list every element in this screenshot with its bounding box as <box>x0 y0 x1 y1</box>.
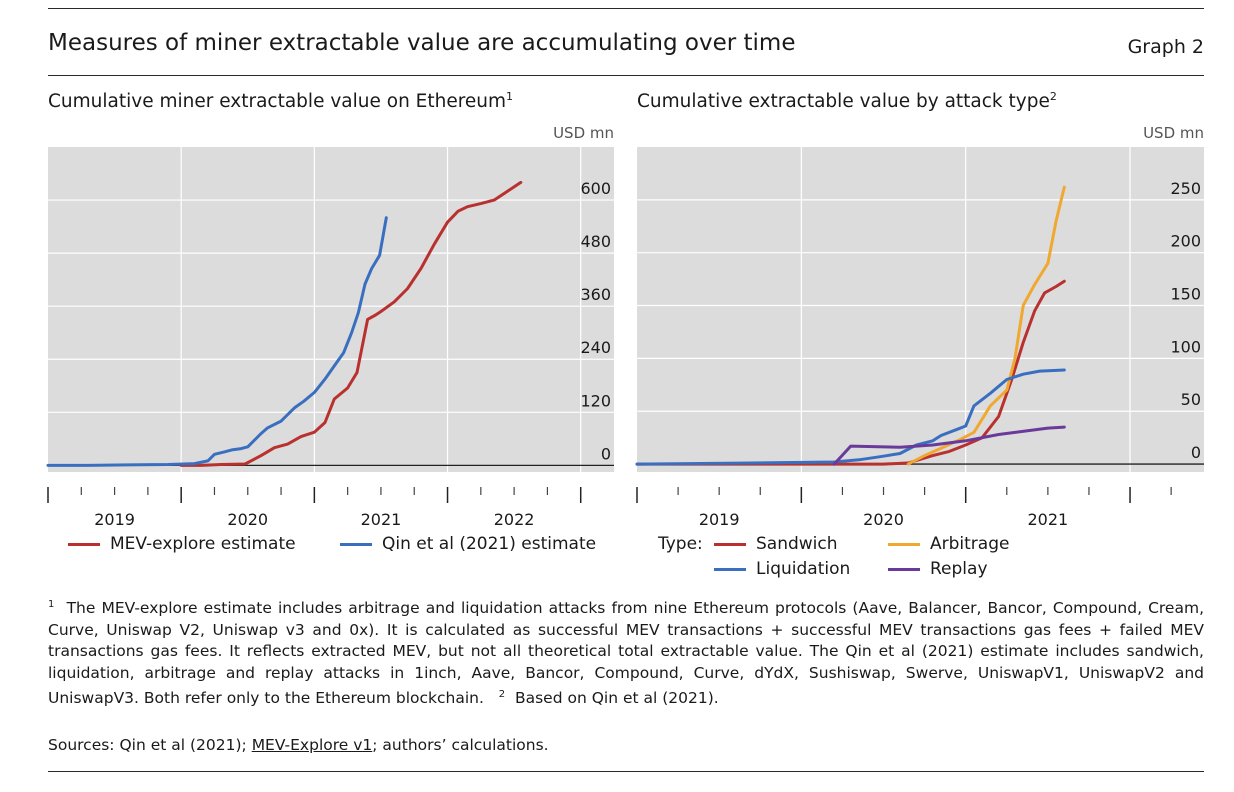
graph-title: Measures of miner extractable value are … <box>48 30 796 56</box>
y-tick-label: 480 <box>580 232 611 251</box>
footnote-text-2: Based on Qin et al (2021). <box>514 689 719 708</box>
graph-number: Graph 2 <box>1127 36 1204 58</box>
legend-swatch <box>340 542 372 546</box>
legend-swatch <box>888 567 920 571</box>
left-chart: USD mn 0 120 240 360 480 600 2019 2020 2021 2022 <box>46 124 614 529</box>
right-panel-footnote-ref: 2 <box>1049 90 1057 103</box>
x-tick-label: 2019 <box>699 510 740 529</box>
right-panel-title-text: Cumulative extractable value by attack t… <box>637 91 1050 113</box>
legend-qin: Qin et al (2021) estimate <box>340 534 596 554</box>
legend-liquidation: Liquidation <box>714 559 850 579</box>
legend-sandwich: Sandwich <box>714 534 838 554</box>
plot-background <box>637 147 1204 472</box>
bottom-rule <box>48 771 1204 772</box>
series-line-qin-et-al-2021-estimate <box>46 216 388 467</box>
sources-link[interactable]: MEV-Explore v1 <box>251 736 373 754</box>
legend-label: Liquidation <box>756 559 851 579</box>
plot-background <box>48 147 614 472</box>
y-axis-unit-label: USD mn <box>553 124 614 142</box>
right-panel-title: Cumulative extractable value by attack t… <box>637 90 1057 112</box>
sources-line: Sources: Qin et al (2021); MEV-Explore v… <box>48 736 549 754</box>
legend-label: MEV-explore estimate <box>110 534 296 554</box>
top-rule <box>48 8 1204 9</box>
y-tick-label: 250 <box>1170 179 1201 198</box>
x-tick-label: 2022 <box>494 510 535 529</box>
sources-prefix: Sources: Qin et al (2021); <box>48 736 252 754</box>
footnote-text-1: The MEV-explore estimate includes arbitr… <box>48 599 1204 708</box>
legend-swatch <box>68 542 100 546</box>
y-tick-label: 0 <box>1191 443 1201 462</box>
legend-mev-explore: MEV-explore estimate <box>68 534 296 554</box>
sources-suffix: ; authors’ calculations. <box>372 736 549 754</box>
legend-swatch <box>888 542 920 546</box>
legend-swatch <box>714 567 746 571</box>
y-tick-label: 0 <box>601 444 611 463</box>
y-tick-label: 50 <box>1181 390 1201 409</box>
right-chart: USD mn 0 50 100 150 200 250 2019 2020 2021 <box>635 124 1204 529</box>
y-tick-label: 240 <box>580 338 611 357</box>
y-tick-label: 200 <box>1170 232 1201 251</box>
left-panel-footnote-ref: 1 <box>506 90 514 103</box>
left-panel-title-text: Cumulative miner extractable value on Et… <box>48 91 507 113</box>
y-tick-label: 150 <box>1170 285 1201 304</box>
footnote-marker-1: 1 <box>48 599 55 610</box>
left-panel-title: Cumulative miner extractable value on Et… <box>48 90 513 112</box>
y-axis-unit-label: USD mn <box>1143 124 1204 142</box>
legend-swatch <box>714 542 746 546</box>
series-line-mev-explore-estimate <box>179 180 523 467</box>
legend-label: Arbitrage <box>930 534 1010 554</box>
title-rule <box>48 75 1204 76</box>
x-tick-label: 2019 <box>94 510 135 529</box>
footnote-marker-2: 2 <box>498 689 506 701</box>
series-line-arbitrage <box>906 185 1066 466</box>
legend-label: Replay <box>930 559 988 579</box>
legend-replay: Replay <box>888 559 988 579</box>
x-tick-label: 2021 <box>1028 510 1069 529</box>
legend-label: Qin et al (2021) estimate <box>382 534 597 554</box>
x-tick-label: 2020 <box>863 510 904 529</box>
legend-arbitrage: Arbitrage <box>888 534 1009 554</box>
y-tick-label: 600 <box>580 179 611 198</box>
series-line-replay <box>832 425 1066 466</box>
legend-type-text: Type: <box>658 534 703 554</box>
series-line-liquidation <box>635 368 1066 466</box>
y-tick-label: 100 <box>1170 337 1201 356</box>
y-tick-label: 360 <box>580 285 611 304</box>
x-tick-label: 2021 <box>361 510 402 529</box>
legend-label: Sandwich <box>756 534 838 554</box>
footnote: 1 The MEV-explore estimate includes arbi… <box>48 594 1204 710</box>
legend-type-label: Type: <box>658 534 703 554</box>
y-tick-label: 120 <box>580 391 611 410</box>
x-tick-label: 2020 <box>227 510 268 529</box>
